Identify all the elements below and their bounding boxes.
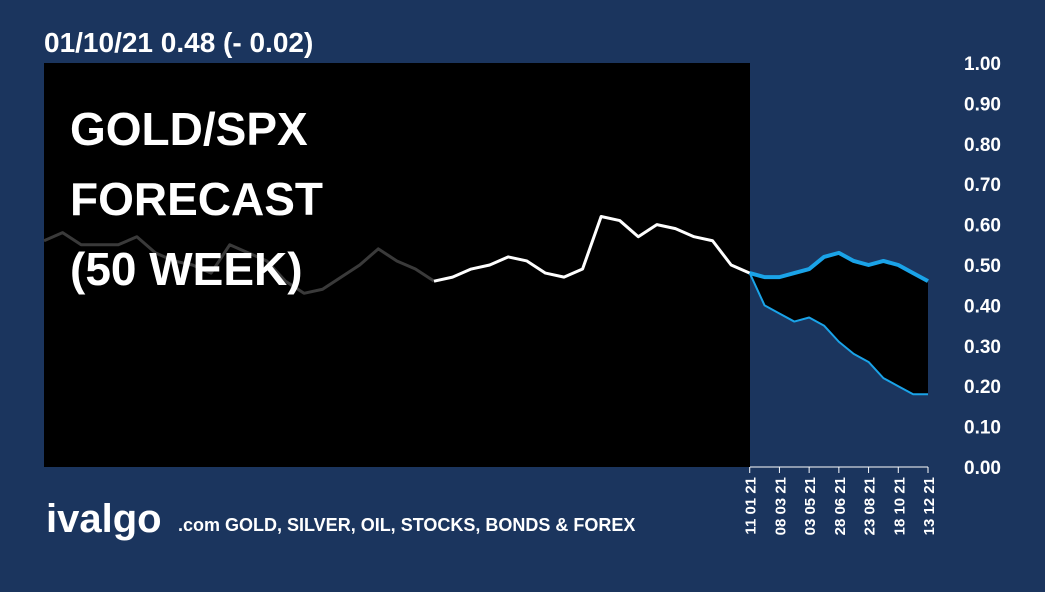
y-tick-label: 0.50 — [964, 256, 1001, 277]
series-line — [43, 231, 435, 295]
x-tick-label: 11 01 21 — [743, 477, 760, 535]
plot-area — [44, 63, 750, 467]
y-tick-label: 0.90 — [964, 94, 1001, 115]
forecast-band — [749, 252, 928, 395]
x-tick-label: 03 05 21 — [802, 477, 819, 535]
y-tick-label: 0.60 — [964, 216, 1001, 237]
x-tick-label: 18 10 21 — [891, 477, 908, 535]
y-tick-label: 0.00 — [964, 458, 1001, 479]
overlay-title: FORECAST — [70, 173, 323, 225]
y-tick-label: 0.20 — [964, 377, 1001, 398]
y-tick-label: 0.40 — [964, 296, 1001, 317]
y-tick-label: 1.00 — [964, 54, 1001, 75]
x-tick-label: 28 06 21 — [832, 477, 849, 535]
y-tick-label: 0.10 — [964, 418, 1001, 439]
x-tick-label: 08 03 21 — [772, 477, 789, 535]
overlay-title: (50 WEEK) — [70, 243, 303, 295]
y-tick-label: 0.30 — [964, 337, 1001, 358]
header: 01/10/21 0.48 (- 0.02) — [44, 27, 313, 58]
brand: ivalgo — [46, 497, 162, 541]
x-tick-label: 13 12 21 — [921, 477, 938, 535]
series-line — [748, 272, 928, 396]
series-line — [749, 250, 929, 283]
overlay-title: GOLD/SPX — [70, 103, 308, 155]
y-tick-label: 0.80 — [964, 135, 1001, 156]
x-tick-label: 23 08 21 — [862, 477, 879, 535]
tagline: .com GOLD, SILVER, OIL, STOCKS, BONDS & … — [178, 515, 635, 535]
series-line — [433, 215, 751, 283]
y-tick-label: 0.70 — [964, 175, 1001, 196]
